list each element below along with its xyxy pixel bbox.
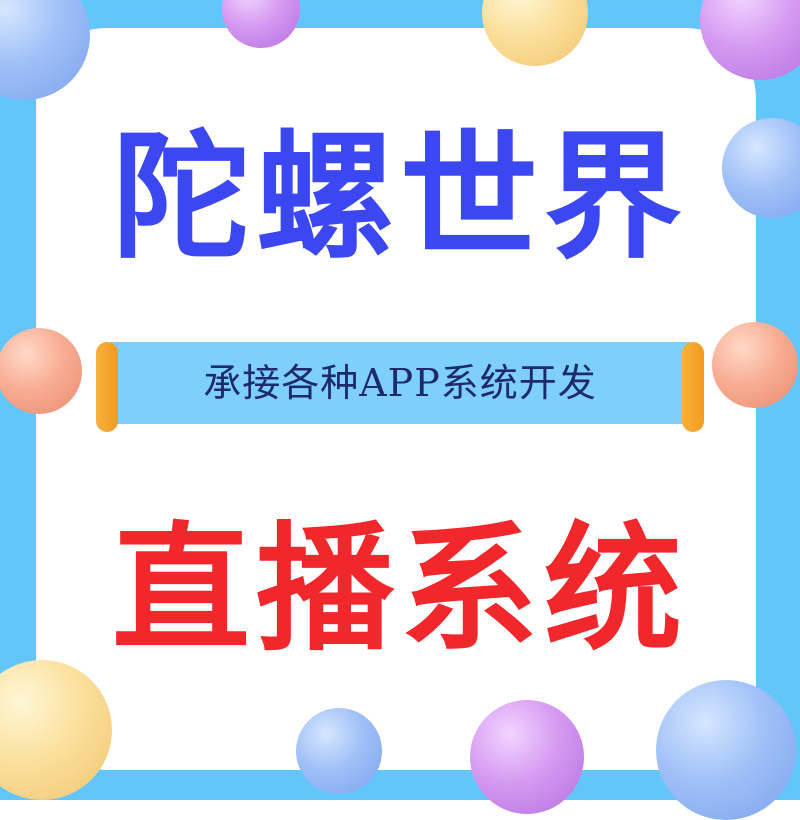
tagline-text: 承接各种APP系统开发 <box>203 361 597 405</box>
decorative-ball <box>0 328 82 414</box>
banner-roll-left <box>96 342 118 432</box>
decorative-ball <box>470 700 584 814</box>
decorative-ball <box>712 322 798 408</box>
headline-bottom: 直播系统 <box>111 507 688 670</box>
tagline-banner <box>110 342 690 424</box>
decorative-ball <box>296 708 382 794</box>
headline-top: 陀螺世界 <box>111 115 688 278</box>
decorative-ball <box>0 660 112 800</box>
decorative-ball <box>656 680 796 820</box>
decorative-ball <box>722 118 800 218</box>
banner-roll-right <box>682 342 704 432</box>
